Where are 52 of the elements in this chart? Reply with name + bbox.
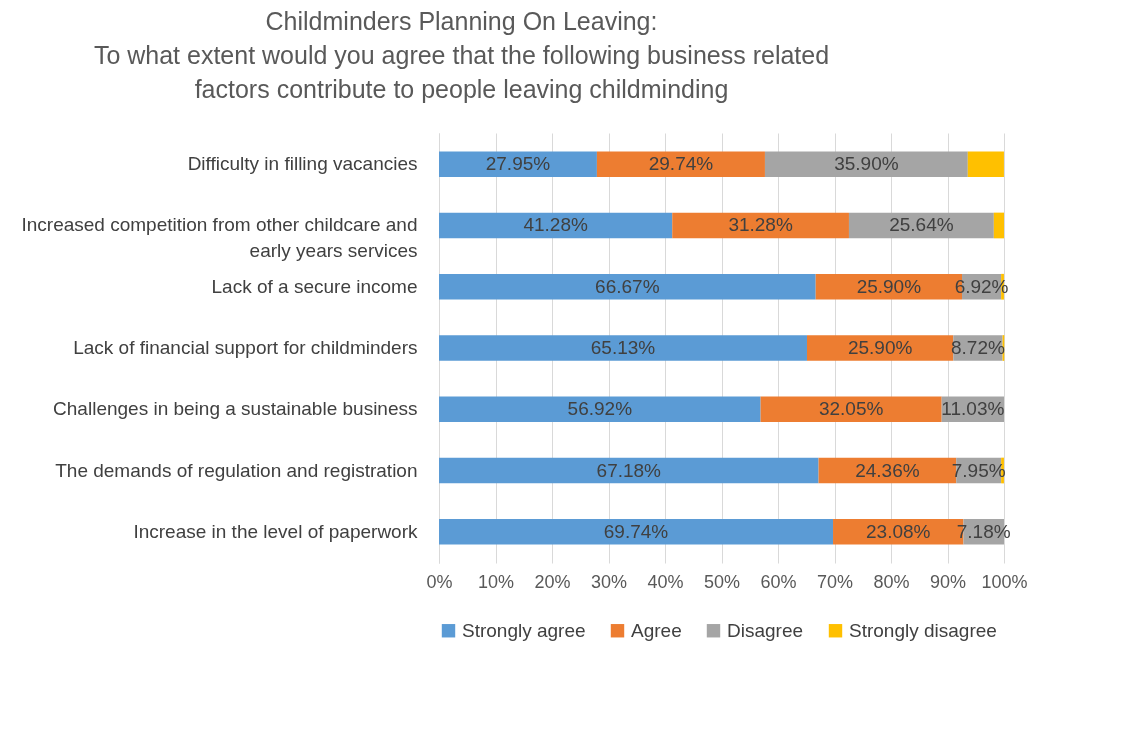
- bar: [596, 151, 765, 178]
- data-label: 25.64%: [889, 214, 954, 236]
- data-label: 69.74%: [603, 520, 669, 542]
- x-tick-label: 50%: [703, 571, 741, 592]
- bar: [760, 396, 942, 423]
- x-tick-label: 0%: [426, 571, 453, 592]
- y-tick-label: Lack of a secure income: [211, 275, 418, 297]
- x-tick-label: 60%: [760, 571, 797, 592]
- x-tick-label: 80%: [873, 571, 910, 592]
- legend-label: Agree: [631, 619, 682, 641]
- data-label: 27.95%: [485, 153, 551, 175]
- bar: [967, 151, 1004, 178]
- data-label: 25.90%: [847, 337, 913, 358]
- bar: [439, 151, 597, 178]
- x-tick-label: 20%: [534, 571, 571, 592]
- data-label: 25.90%: [856, 275, 922, 297]
- data-label: 65.13%: [590, 337, 656, 358]
- x-tick-label: 100%: [981, 571, 1028, 592]
- x-tick-label: 10%: [477, 571, 515, 592]
- bar: [439, 335, 807, 361]
- x-tick-label: 90%: [929, 571, 967, 592]
- legend-label: Disagree: [727, 619, 804, 641]
- data-label: 31.28%: [728, 214, 793, 236]
- bar: [764, 151, 968, 178]
- data-label: 56.92%: [567, 398, 633, 420]
- x-tick-label: 40%: [647, 571, 684, 592]
- x-tick-label: 30%: [590, 571, 628, 592]
- y-tick-label: The demands of regulation and registration: [55, 459, 418, 481]
- data-label: 41.28%: [523, 214, 588, 236]
- data-label: 23.08%: [866, 520, 931, 542]
- data-label: 24.36%: [855, 459, 920, 481]
- data-label: 66.67%: [595, 275, 660, 297]
- bar: [439, 273, 816, 300]
- y-tick-label: Difficulty in filling vacancies: [187, 153, 418, 175]
- data-label: 32.05%: [818, 398, 884, 420]
- data-label: 29.74%: [648, 153, 714, 175]
- bar: [439, 396, 761, 423]
- x-tick-label: 70%: [816, 571, 854, 592]
- legend-label: Strongly disagree: [849, 619, 997, 641]
- y-tick-label: Lack of financial support for childminders: [73, 337, 418, 358]
- data-label: 67.18%: [596, 459, 662, 481]
- chart-title: Childminders Planning On Leaving: To what extent would you agree that the following business related factors contribute to people leaving childminding: [93, 7, 830, 103]
- bar: [439, 518, 834, 545]
- bar: [993, 212, 1004, 239]
- data-label: 11.03%: [941, 398, 1005, 420]
- bar: [439, 457, 819, 484]
- y-tick-label: Increase in the level of paperwork: [133, 520, 418, 542]
- bar: [439, 212, 673, 239]
- y-tick-label: Increased competition from other childcare and early years services: [21, 214, 418, 262]
- y-tick-label: Challenges in being a sustainable business: [53, 398, 418, 420]
- legend-label: Strongly agree: [462, 619, 586, 641]
- data-label: 35.90%: [834, 153, 899, 175]
